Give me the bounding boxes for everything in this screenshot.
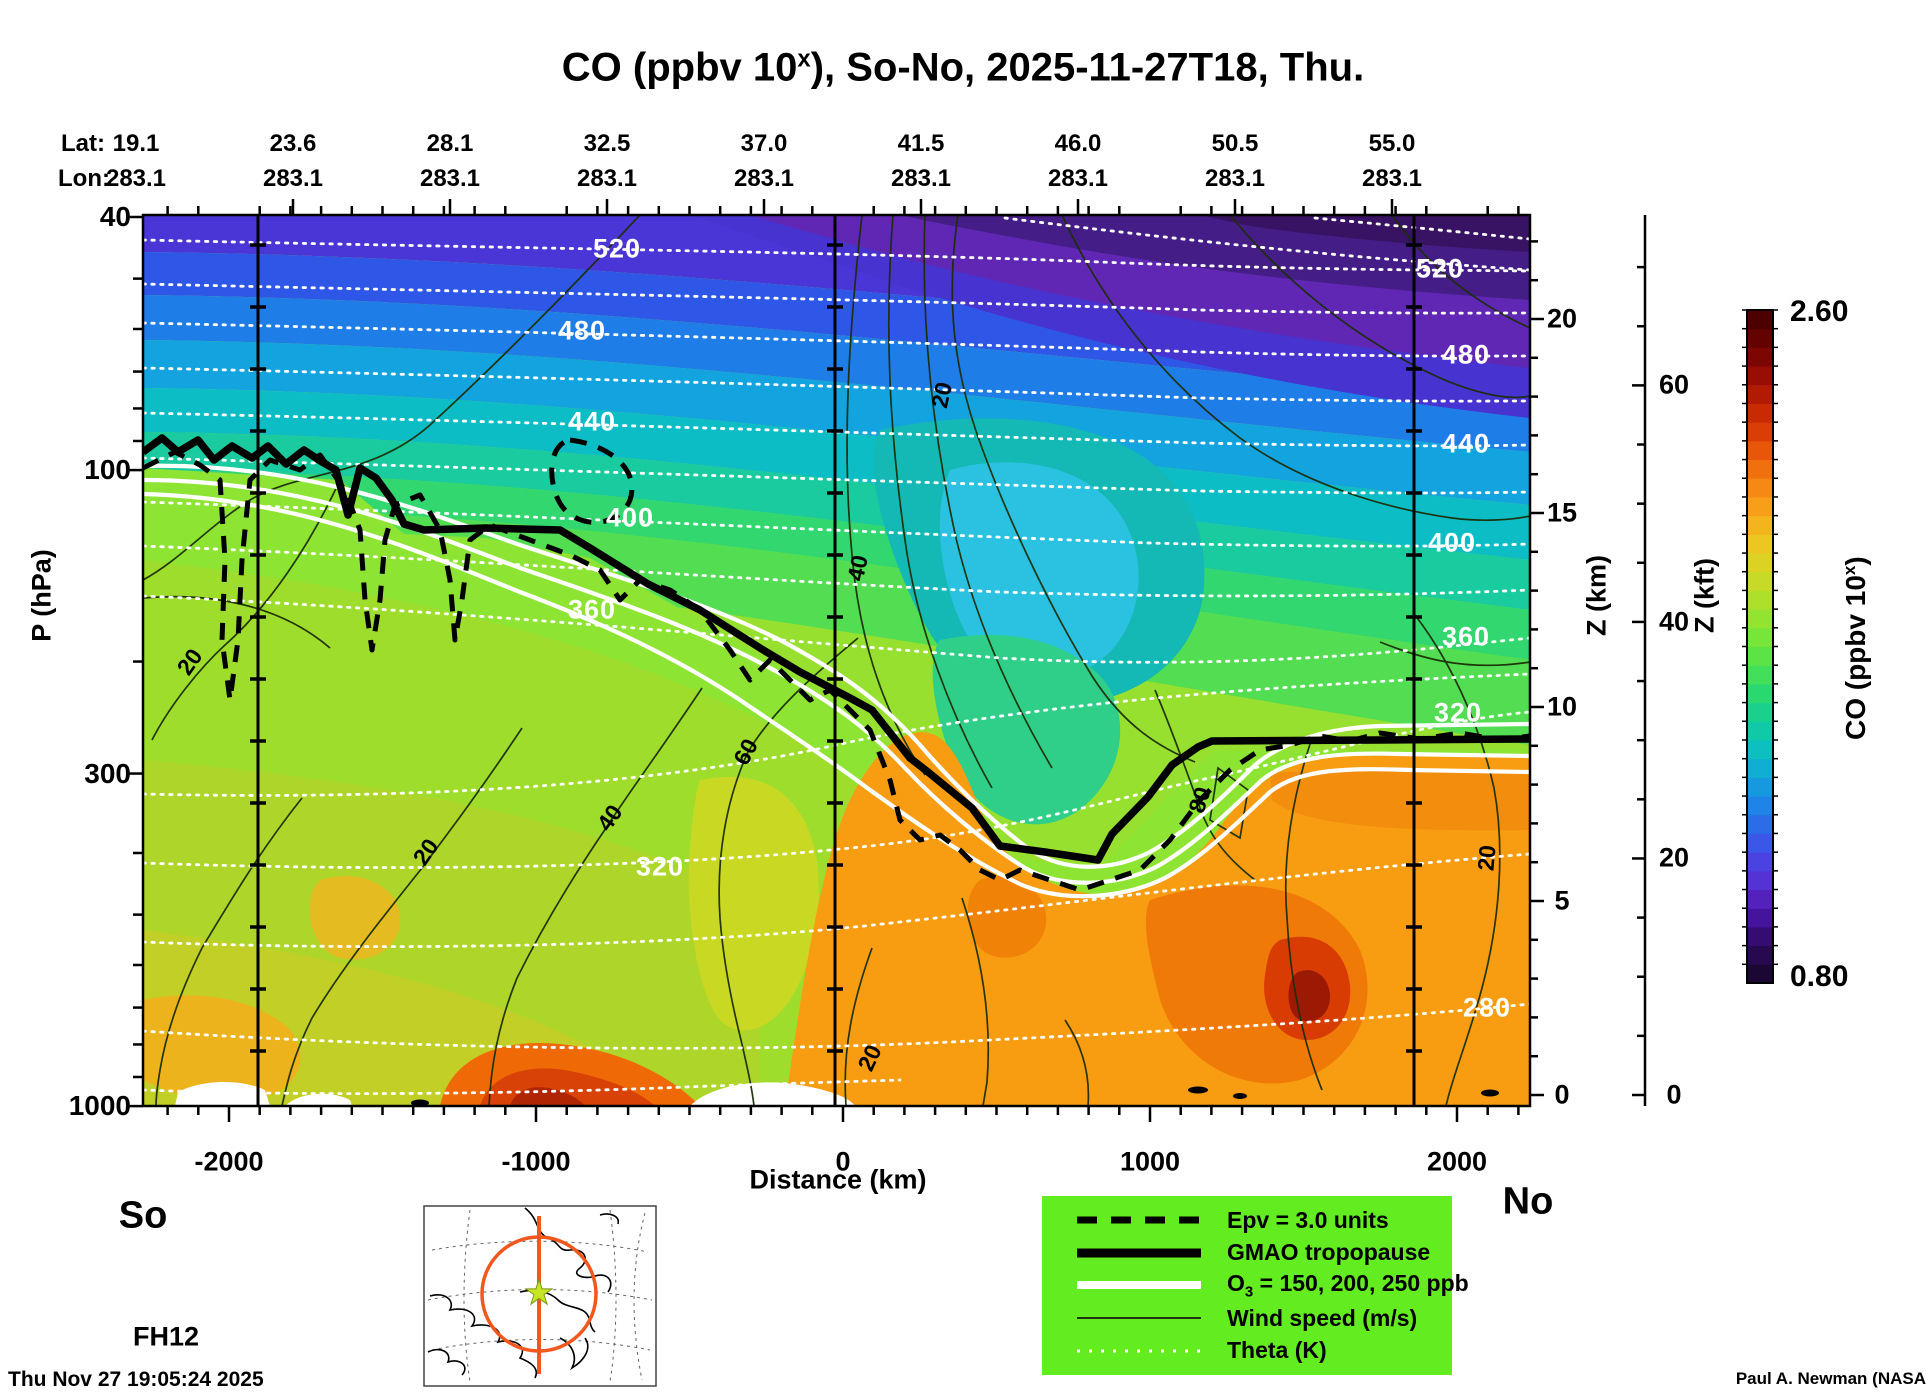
pressure-axis-title: P (hPa) [26,549,57,642]
map-inset: ★ [423,1205,657,1387]
legend-entry-label: O3 = 150, 200, 250 ppb [1227,1270,1469,1301]
theta-label: 360 [567,594,617,625]
axis-ticks [129,199,1544,1122]
waypoint-marker-lines [250,215,1422,1106]
distance-axis-title: Distance (km) [749,1164,927,1195]
z-km-tick-label: 10 [1546,691,1578,722]
lon-value: 283.1 [419,165,481,192]
theta-label: 400 [1427,527,1477,558]
timestamp: Thu Nov 27 19:05:24 2025 [8,1368,264,1391]
lat-value: 50.5 [1211,130,1259,157]
lat-value: 28.1 [426,130,474,157]
legend: Epv = 3.0 units GMAO tropopause O3 = 150, … [1042,1196,1469,1375]
lat-value: 46.0 [1054,130,1102,157]
distance-tick-label: 1000 [1119,1146,1181,1177]
distance-tick-label: -1000 [501,1146,571,1177]
z-kft-tick-label: 0 [1666,1079,1682,1110]
pressure-tick-label: 100 [84,454,131,486]
pressure-tick-label: 40 [99,201,131,232]
wind-speed-label: 20 [1472,844,1501,872]
ozone-contours [143,463,1530,899]
legend-entry-label: Theta (K) [1227,1337,1327,1364]
legend-line-sample [1077,1317,1201,1320]
legend-entry-label: GMAO tropopause [1227,1239,1431,1266]
legend-entry: O3 = 150, 200, 250 ppb [1075,1269,1469,1302]
z-kft-axis [1632,215,1647,1106]
epv-contour [143,437,1530,893]
page-title: CO (ppbv 10x), So-No, 2025-11-27T18, Thu… [561,45,1365,90]
theta-label: 440 [1441,428,1491,459]
theta-label: 320 [635,851,685,882]
wind-speed-label: 40 [842,552,873,584]
north-endpoint-label: No [1502,1180,1554,1223]
lat-value: 55.0 [1368,130,1416,157]
lon-value: 283.1 [1361,165,1423,192]
wind-speed-contours [143,215,1530,1106]
legend-entry-label: Epv = 3.0 units [1227,1206,1389,1233]
z-kft-tick-label: 20 [1658,842,1690,873]
lon-value: 283.1 [1047,165,1109,192]
pressure-tick-label: 1000 [68,1090,131,1122]
lon-value: 283.1 [733,165,795,192]
legend-entry-label: Wind speed (m/s) [1227,1304,1418,1331]
theta-label: 320 [1433,697,1483,728]
theta-label: 440 [567,406,617,437]
theta-label: 480 [1441,339,1491,370]
credit: Paul A. Newman (NASA [1735,1369,1926,1388]
z-kft-axis-title: Z (kft) [1689,558,1720,633]
colorbar [1742,309,1778,984]
z-km-tick-label: 5 [1554,885,1570,916]
lon-value: 283.1 [262,165,324,192]
lon-row-label: Lon: [58,165,110,192]
z-kft-tick-label: 40 [1658,606,1690,637]
z-kft-tick-label: 60 [1658,369,1690,400]
south-endpoint-label: So [118,1194,168,1237]
lon-value: 283.1 [890,165,952,192]
theta-label: 400 [605,502,655,533]
z-km-axis-title: Z (km) [1581,555,1612,636]
lat-value: 41.5 [897,130,945,157]
theta-contours [143,216,1530,1096]
z-km-tick-label: 0 [1554,1079,1570,1110]
pressure-tick-label: 300 [84,757,131,789]
legend-line-sample [1077,1281,1201,1290]
lon-value: 283.1 [576,165,638,192]
colorbar-max-label: 2.60 [1790,295,1849,328]
lat-value: 37.0 [740,130,788,157]
colorbar-title: CO (ppbv 10x) [1839,556,1872,741]
lat-row-label: Lat: [61,130,105,157]
legend-line-sample [1077,1349,1201,1353]
theta-label: 520 [592,233,642,264]
legend-line-sample [1077,1216,1201,1224]
forecast-hour-label: FH12 [132,1321,200,1352]
lon-value: 283.1 [1204,165,1266,192]
wind-speed-label: 20 [926,379,957,411]
legend-entry: Epv = 3.0 units [1075,1204,1452,1237]
theta-label: 360 [1441,621,1491,652]
lat-value: 19.1 [112,130,160,157]
lat-value: 32.5 [583,130,631,157]
z-km-tick-label: 20 [1546,303,1578,334]
location-star-icon: ★ [524,1274,554,1312]
distance-tick-label: 2000 [1426,1146,1488,1177]
lat-value: 23.6 [269,130,317,157]
theta-label: 280 [1462,992,1512,1023]
colorbar-min-label: 0.80 [1790,960,1849,993]
z-km-tick-label: 15 [1546,497,1578,528]
legend-line-sample [1077,1248,1201,1258]
distance-tick-label: 0 [835,1146,851,1177]
co-color-field [143,215,1530,1106]
legend-entry: Wind speed (m/s) [1075,1302,1452,1335]
theta-label: 520 [1415,253,1465,284]
distance-tick-label: -2000 [194,1146,264,1177]
legend-entry: GMAO tropopause [1075,1237,1452,1270]
lon-value: 283.1 [105,165,167,192]
legend-entry: Theta (K) [1075,1334,1452,1367]
theta-label: 480 [557,315,607,346]
